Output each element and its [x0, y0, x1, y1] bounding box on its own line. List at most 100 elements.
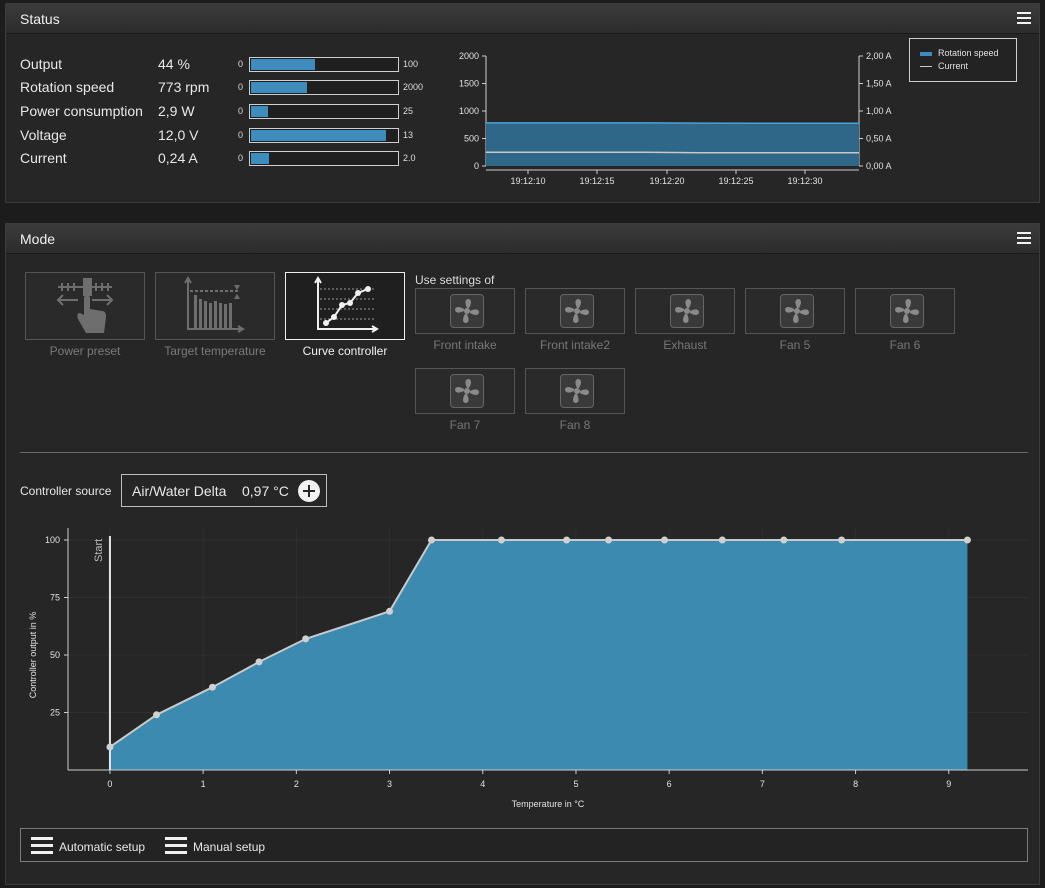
status-header: Status	[6, 4, 1039, 34]
curve-controller-button[interactable]	[285, 272, 405, 340]
curve-point	[838, 536, 846, 544]
status-chart-right-tick-label: 1,50 A	[866, 79, 892, 89]
status-row-max: 13	[403, 130, 414, 140]
curve-controller-icon	[314, 276, 379, 333]
fan-button[interactable]	[415, 288, 515, 334]
curve-controller-label: Curve controller	[302, 344, 388, 358]
status-row-bar-fill	[251, 130, 386, 141]
curve-x-tick-label: 2	[294, 779, 299, 789]
fan-icon	[450, 294, 484, 328]
power-preset-button[interactable]	[25, 272, 145, 340]
status-chart-left-tick-label: 0	[474, 161, 479, 171]
manual-setup-icon	[165, 837, 187, 855]
fan-icon	[560, 294, 594, 328]
status-row-bar-fill	[251, 59, 316, 70]
status-row-bar-fill	[251, 82, 308, 93]
status-chart-right-tick-label: 0,00 A	[866, 161, 892, 171]
status-row: Rotation speed 773 rpm 0 2000	[20, 79, 440, 99]
fan-button[interactable]	[525, 288, 625, 334]
status-chart-x-tick-label: 19:12:30	[787, 176, 822, 184]
legend-rotation-speed: Rotation speed	[920, 48, 999, 58]
curve-point	[780, 536, 788, 544]
fan-icon	[450, 374, 484, 408]
status-chart-x-tick-label: 19:12:15	[579, 176, 614, 184]
fan-icon	[560, 374, 594, 408]
controller-source-box[interactable]: Air/Water Delta 0,97 °C	[121, 474, 327, 507]
status-row-max: 2000	[403, 82, 424, 92]
curve-area	[109, 540, 968, 770]
status-row: Power consumption 2,9 W 0 25	[20, 103, 440, 123]
curve-point	[208, 683, 216, 691]
fan-label: Fan 6	[889, 338, 921, 352]
curve-point	[963, 536, 971, 544]
status-chart-x-tick-label: 19:12:20	[649, 176, 684, 184]
status-row-bar	[249, 104, 399, 119]
curve-x-tick-label: 4	[480, 779, 485, 789]
status-menu-icon[interactable]	[1017, 12, 1031, 24]
status-row-label: Current	[20, 150, 67, 166]
status-row-label: Voltage	[20, 127, 67, 143]
status-row-value: 12,0 V	[158, 127, 199, 143]
fan-label: Front intake2	[539, 338, 611, 352]
status-row-label: Output	[20, 56, 63, 72]
status-row-min: 0	[238, 59, 244, 69]
status-row-min: 0	[238, 130, 244, 140]
fan-button[interactable]	[635, 288, 735, 334]
legend-rotation-label: Rotation speed	[938, 48, 999, 58]
target-temperature-icon	[184, 276, 245, 333]
status-row-value: 0,24 A	[158, 150, 198, 166]
status-row-bar	[249, 128, 399, 143]
target-temperature-button[interactable]	[155, 272, 275, 340]
curve-point	[718, 536, 726, 544]
curve-x-tick-label: 1	[201, 779, 206, 789]
status-chart-right-tick-label: 0,50 A	[866, 134, 892, 144]
status-row-bar	[249, 80, 399, 95]
fan-label: Exhaust	[663, 338, 707, 352]
fan-icon	[670, 294, 704, 328]
status-row-min: 0	[238, 82, 244, 92]
status-title: Status	[20, 11, 60, 27]
status-chart-left-tick-label: 500	[464, 134, 479, 144]
status-row-bar	[249, 57, 399, 72]
curve-point	[106, 743, 114, 751]
curve-y-tick-label: 75	[50, 593, 60, 603]
curve-x-tick-label: 0	[107, 779, 112, 789]
status-row: Current 0,24 A 0 2.0	[20, 150, 440, 170]
mode-menu-icon[interactable]	[1017, 232, 1031, 244]
legend-current: Current	[920, 61, 968, 71]
status-row-bar-fill	[251, 153, 269, 164]
status-row-value: 2,9 W	[158, 103, 195, 119]
status-row-bar	[249, 151, 399, 166]
curve-y-tick-label: 50	[50, 650, 60, 660]
status-chart-x-tick-label: 19:12:10	[510, 176, 545, 184]
curve-chart[interactable]: Start 25 50 75 100 0 1 2 3 4 5 6 7 8 9 Temperature in °…	[20, 520, 1030, 820]
current-line	[486, 151, 859, 154]
curve-point	[255, 658, 263, 666]
setup-toolbar: Automatic setup Manual setup	[20, 828, 1028, 862]
status-row-max: 100	[403, 59, 419, 69]
legend-current-swatch	[920, 66, 932, 68]
controller-source-label: Controller source	[20, 484, 112, 498]
start-label: Start	[93, 539, 105, 562]
curve-x-tick-label: 9	[946, 779, 951, 789]
legend-current-label: Current	[938, 61, 969, 71]
automatic-setup-icon	[31, 837, 53, 855]
fan-button[interactable]	[415, 368, 515, 414]
legend-rotation-swatch	[920, 51, 932, 56]
fan-button[interactable]	[855, 288, 955, 334]
curve-point	[427, 536, 435, 544]
status-row-max: 25	[403, 106, 414, 116]
fan-button[interactable]	[525, 368, 625, 414]
status-row-label: Rotation speed	[20, 79, 115, 95]
status-chart: 2000 1500 1000 500 0 2,00 A 1,50 A 1,00 A 0,50 A…	[459, 51, 892, 184]
status-chart-left-tick-label: 2000	[459, 51, 479, 61]
fan-button[interactable]	[745, 288, 845, 334]
power-preset-label: Power preset	[49, 344, 121, 358]
curve-point	[605, 536, 613, 544]
curve-point	[497, 536, 505, 544]
curve-x-tick-label: 7	[760, 779, 765, 789]
curve-x-tick-label: 5	[573, 779, 578, 789]
add-source-button[interactable]	[298, 480, 320, 502]
fan-label: Fan 5	[779, 338, 811, 352]
power-preset-icon	[56, 278, 114, 333]
